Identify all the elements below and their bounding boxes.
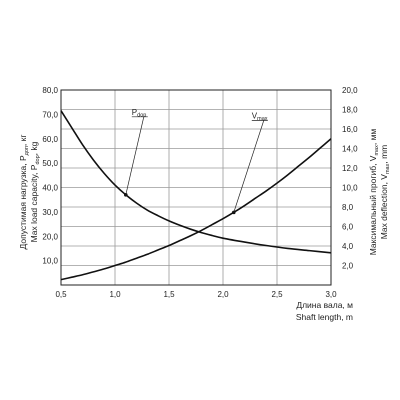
x-title-en: Shaft length, m (296, 312, 353, 322)
y-left-tick-label: 80,0 (42, 86, 58, 95)
x-tick-label: 3,0 (325, 290, 337, 299)
y-left-tick-label: 60,0 (42, 135, 58, 144)
y-right-tick-label: 10,0 (342, 184, 358, 193)
y-left-tick-label: 40,0 (42, 184, 58, 193)
y-left-tick-label: 70,0 (42, 110, 58, 119)
x-title-ru: Длина вала, м (296, 300, 353, 310)
y-right-tick-labels: 2,0 4,0 6,0 8,0 10,0 12,0 14,0 16,0 18,0 20,0 (342, 86, 358, 271)
y-right-tick-label: 4,0 (342, 242, 354, 251)
y-right-tick-label: 2,0 (342, 262, 354, 271)
series-label: Vmax (252, 111, 268, 122)
y-left-tick-label: 20,0 (42, 232, 58, 241)
series-line (60, 138, 332, 281)
y-right-tick-label: 16,0 (342, 125, 358, 134)
series-label: Pdop (132, 108, 147, 119)
x-tick-label: 0,5 (55, 290, 67, 299)
callout-leader (233, 120, 265, 213)
y-right-tick-label: 18,0 (342, 106, 358, 115)
y-right-tick-label: 12,0 (342, 164, 358, 173)
y-left-title-en: Max load capacity, Pdop, kg (29, 141, 41, 242)
y-right-tick-label: 6,0 (342, 223, 354, 232)
x-tick-label: 1,0 (109, 290, 121, 299)
series-callouts: Pdop Vmax (124, 108, 268, 215)
grid (60, 89, 332, 285)
x-tick-label: 1,5 (163, 290, 175, 299)
x-tick-label: 2,0 (217, 290, 229, 299)
callout-leader (125, 116, 145, 195)
series-lines (60, 110, 332, 281)
y-left-tick-label: 50,0 (42, 159, 58, 168)
y-left-title-ru: Допустимая нагрузка, Pдоп, кг (18, 135, 30, 250)
plot-frame (60, 89, 332, 286)
x-tick-label: 2,5 (271, 290, 283, 299)
y-left-tick-labels: 10,0 20,0 30,0 40,0 50,0 60,0 70,0 80,0 (42, 86, 58, 266)
y-right-tick-label: 8,0 (342, 203, 354, 212)
series-line (60, 110, 332, 254)
x-tick-labels: 0,5 1,0 1,5 2,0 2,5 3,0 (55, 290, 337, 299)
y-left-tick-label: 10,0 (42, 257, 58, 266)
y-right-tick-label: 14,0 (342, 145, 358, 154)
y-right-tick-label: 20,0 (342, 86, 358, 95)
plot-border (60, 89, 332, 286)
y-right-title-ru: Максимальный прогиб, Vmax, мм (368, 129, 380, 256)
y-right-title-en: Max deflection, Vmax, mm (379, 145, 391, 239)
y-left-tick-label: 30,0 (42, 208, 58, 217)
